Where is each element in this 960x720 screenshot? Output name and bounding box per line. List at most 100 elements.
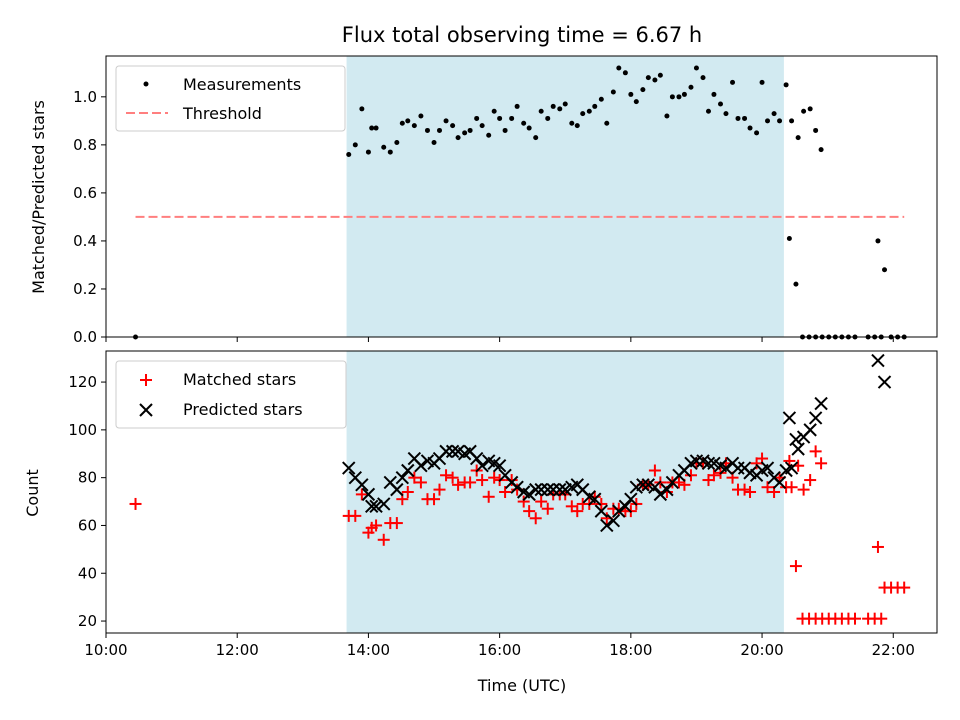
measurements-point xyxy=(875,238,881,244)
predicted-stars-point xyxy=(534,482,548,497)
measurements-point xyxy=(688,84,694,90)
measurements-point xyxy=(705,108,711,114)
legend-marker-measurements xyxy=(143,81,149,87)
predicted-stars-point xyxy=(541,482,555,497)
predicted-stars-point xyxy=(492,459,507,473)
matched-stars-point xyxy=(505,474,518,487)
measurements-point xyxy=(807,106,813,112)
matched-stars-point xyxy=(848,612,861,625)
measurements-point xyxy=(681,91,687,97)
predicted-stars-point xyxy=(439,444,453,459)
predicted-stars-point xyxy=(814,396,828,411)
top-y-axis-label: Matched/Predicted stars xyxy=(29,100,48,294)
measurements-point xyxy=(533,135,539,141)
count-points xyxy=(129,353,911,625)
y-tick-label: 0.6 xyxy=(73,184,97,202)
legend-marker-predicted-stars xyxy=(139,403,153,417)
measurements-point xyxy=(645,75,651,81)
matched-stars-point xyxy=(535,495,548,508)
measurements-point xyxy=(586,108,592,114)
measurements-point xyxy=(514,103,520,109)
y-tick-label: 0.0 xyxy=(73,328,97,346)
legend-label-measurements: Measurements xyxy=(183,75,301,94)
bottom-x-ticks: 10:00 12:00 14:00 16:00 18:00 20:00 22:00 xyxy=(84,633,915,659)
measurements-point xyxy=(497,115,503,121)
matched-stars-point xyxy=(401,486,414,498)
y-tick-label: 120 xyxy=(68,373,97,391)
predicted-stars-point xyxy=(414,459,428,473)
measurements-point xyxy=(450,123,456,129)
predicted-stars-point xyxy=(784,461,799,475)
matched-stars-point xyxy=(648,464,661,477)
top-axes-frame xyxy=(105,55,938,338)
predicted-stars-point xyxy=(689,454,704,468)
measurements-point xyxy=(711,91,717,97)
measurements-point xyxy=(373,125,379,131)
measurements-point xyxy=(795,135,801,141)
measurements-point xyxy=(405,118,411,124)
predicted-stars-point xyxy=(789,432,803,447)
measurements-point xyxy=(622,70,628,76)
measurements-point xyxy=(486,132,492,138)
measurements-point xyxy=(789,118,795,124)
matched-stars-point xyxy=(428,493,441,506)
measurements-point xyxy=(718,101,724,107)
matched-stars-point xyxy=(523,505,536,518)
measurements-point xyxy=(592,103,598,109)
predicted-stars-point xyxy=(522,487,536,502)
matched-stars-point xyxy=(129,497,142,510)
matched-stars-point xyxy=(529,512,542,525)
measurements-point xyxy=(418,113,424,119)
figure-title: Flux total observing time = 6.67 h xyxy=(342,23,702,47)
measurements-point xyxy=(604,120,610,126)
measurements-point xyxy=(657,72,663,78)
measurements-point xyxy=(509,115,515,121)
predicted-stars-point xyxy=(401,463,415,478)
predicted-stars-point xyxy=(701,456,716,471)
bottom-y-axis-label: Count xyxy=(23,469,42,517)
predicted-stars-point xyxy=(731,461,745,475)
legend-label-matched-stars: Matched stars xyxy=(183,370,296,389)
measurements-point xyxy=(550,103,556,109)
measurements-point xyxy=(676,94,682,100)
measurements-point xyxy=(759,79,765,85)
matched-stars-point xyxy=(370,519,383,532)
measurements-point xyxy=(628,91,634,97)
y-tick-label: 0.2 xyxy=(73,280,97,298)
legend-label-threshold: Threshold xyxy=(182,104,262,123)
measurements-point xyxy=(455,135,461,141)
matched-stars-point xyxy=(377,533,390,546)
predicted-stars-point xyxy=(653,487,668,502)
matched-stars-point xyxy=(875,612,888,625)
predicted-stars-point xyxy=(390,482,404,497)
matched-stars-point xyxy=(488,471,501,484)
measurements-point xyxy=(399,120,405,126)
predicted-stars-point xyxy=(445,444,460,459)
matched-stars-point xyxy=(707,469,720,482)
measurements-point xyxy=(491,108,497,114)
predicted-stars-point xyxy=(342,461,356,475)
measurements-point xyxy=(359,106,365,112)
measurements-point xyxy=(381,144,387,150)
top-legend: Measurements Threshold xyxy=(115,65,346,132)
measurements-point xyxy=(723,111,729,117)
bottom-y-ticks: 20 40 60 80 100 120 xyxy=(68,373,106,630)
measurements-point xyxy=(598,96,604,102)
legend-label-predicted-stars: Predicted stars xyxy=(183,400,303,419)
measurements-point xyxy=(771,111,777,117)
matched-stars-point xyxy=(464,476,477,489)
measurements-point xyxy=(700,75,706,81)
measurements-point xyxy=(580,111,586,117)
measurements-point xyxy=(801,108,807,114)
matched-stars-point xyxy=(738,483,751,496)
measurements-point xyxy=(747,125,753,131)
matched-stars-point xyxy=(446,471,459,484)
y-tick-label: 40 xyxy=(78,564,97,582)
predicted-stars-point xyxy=(772,475,787,490)
top-x-ticks xyxy=(105,337,894,342)
measurements-point xyxy=(693,65,699,71)
matched-stars-point xyxy=(804,474,817,487)
predicted-stars-point xyxy=(719,461,733,475)
measurements-point xyxy=(669,94,675,100)
